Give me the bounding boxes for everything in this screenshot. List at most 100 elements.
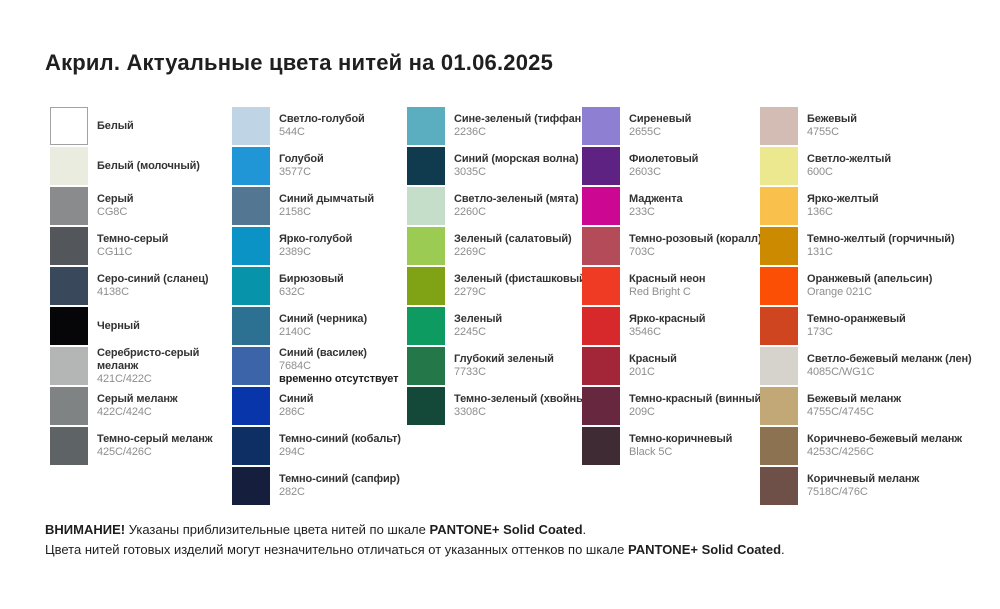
color-name: Серый [97,193,134,205]
pantone-code: 600C [807,166,833,178]
pantone-code: CG8C [97,206,128,218]
page-title: Акрил. Актуальные цвета нитей на 01.06.2… [45,50,554,75]
color-name: Ярко-голубой [279,233,353,245]
color-swatch [582,307,620,345]
color-label-block: Красный неон Red Bright C [629,273,781,299]
color-label-block: Ярко-голубой 2389C [279,233,413,259]
pantone-code: 422C/424C [97,406,152,418]
color-item: Красный неон Red Bright C [582,267,781,305]
color-label-block: Черный [97,320,219,333]
color-swatch [232,187,270,225]
color-label-block: Коричневый меланж 7518C/476C [807,473,1000,499]
pantone-code: 173C [807,326,833,338]
color-label-block: Синий (черника) 2140C [279,313,413,339]
color-item: Темно-розовый (коралл) 703C [582,227,781,265]
color-swatch [407,107,445,145]
color-name: Синий дымчатый [279,193,375,205]
color-name: Бежевый меланж [807,393,902,405]
color-item: Голубой 3577C [232,147,413,185]
color-label-block: Серо-синий (сланец) 4138C [97,273,219,299]
pantone-code: 2260C [454,206,486,218]
color-item: Бирюзовый 632C [232,267,413,305]
color-item: Темно-оранжевый 173C [760,307,1000,345]
pantone-label: PANTONE+ Solid Coated [628,542,782,557]
color-item: Темно-синий (кобальт) 294C [232,427,413,465]
color-item: Маджента 233C [582,187,781,225]
color-label-block: Темно-серый меланж 425C/426C [97,433,219,459]
color-item: Серый меланж 422C/424C [50,387,219,425]
color-item: Серый CG8C [50,187,219,225]
color-column-5: Бежевый 4755C Светло-желтый 600C Ярко-желтый… [760,107,1000,507]
color-item: Светло-зеленый (мята) 2260C [407,187,606,225]
color-swatch [760,187,798,225]
color-swatch [407,347,445,385]
color-name: Светло-бежевый меланж (лен) [807,353,972,365]
color-label-block: Фиолетовый 2603C [629,153,781,179]
color-column-2: Светло-голубой 544C Голубой 3577C Синий дымч… [232,107,413,507]
color-swatch [407,307,445,345]
color-item: Коричневый меланж 7518C/476C [760,467,1000,505]
color-column-4: Сиреневый 2655C Фиолетовый 2603C Маджента 233… [582,107,781,467]
color-item: Синий (черника) 2140C [232,307,413,345]
pantone-code: 7684C [279,359,311,372]
color-swatch [232,467,270,505]
color-swatch [50,147,88,185]
color-swatch [407,147,445,185]
color-label-block: Белый (молочный) [97,160,219,173]
pantone-code: 4253C/4256C [807,446,874,458]
pantone-code: 3546C [629,326,661,338]
color-swatch [232,387,270,425]
pantone-code: 7733C [454,366,486,378]
color-item: Зеленый (салатовый) 2269C [407,227,606,265]
color-name: Сине-зеленый (тиффани) [454,113,592,125]
color-name: Голубой [279,153,324,165]
color-label-block: Светло-бежевый меланж (лен) 4085C/WG1C [807,353,1000,379]
color-name: Глубокий зеленый [454,353,554,365]
color-name: Коричнево-бежевый меланж [807,433,962,445]
pantone-code: 209C [629,406,655,418]
pantone-code: Black 5C [629,446,673,458]
color-name: Темно-розовый (коралл) [629,233,762,245]
color-column-1: Белый Белый (молочный) Серый CG8C Темно-серы… [50,107,219,467]
color-label-block: Серебристо-серый меланж 421C/422C [97,347,219,386]
color-item: Синий (морская волна) 3035C [407,147,606,185]
color-item: Серо-синий (сланец) 4138C [50,267,219,305]
pantone-code: 282C [279,486,305,498]
color-name: Синий (черника) [279,313,368,325]
footer-text: . [582,522,587,537]
color-name: Зеленый [454,313,503,325]
color-item: Синий (василек) 7684C временно отсутствует [232,347,413,385]
color-item: Темно-серый меланж 425C/426C [50,427,219,465]
color-name: Синий (морская волна) [454,153,579,165]
pantone-code: 233C [629,206,655,218]
color-swatch [760,147,798,185]
color-swatch [760,387,798,425]
color-name: Красный [629,353,677,365]
pantone-code: 3035C [454,166,486,178]
pantone-code: 4085C/WG1C [807,366,875,378]
color-item: Белый [50,107,219,145]
color-label-block: Синий (василек) 7684C временно отсутствует [279,347,413,386]
color-item: Сиреневый 2655C [582,107,781,145]
pantone-code: 2279C [454,286,486,298]
color-name: Светло-желтый [807,153,892,165]
color-item: Фиолетовый 2603C [582,147,781,185]
color-item: Ярко-желтый 136C [760,187,1000,225]
color-item: Темно-коричневый Black 5C [582,427,781,465]
pantone-code: 136C [807,206,833,218]
color-swatch [582,267,620,305]
color-item: Черный [50,307,219,345]
color-swatch [232,227,270,265]
color-label-block: Синий (морская волна) 3035C [454,153,606,179]
color-name: Белый [97,119,134,132]
color-swatch [232,307,270,345]
pantone-code: 425C/426C [97,446,152,458]
color-label-block: Темно-розовый (коралл) 703C [629,233,781,259]
color-name: Синий (василек) [279,346,367,359]
color-swatch [232,267,270,305]
color-name: Темно-серый меланж [97,433,213,445]
color-label-block: Светло-желтый 600C [807,153,1000,179]
color-item: Глубокий зеленый 7733C [407,347,606,385]
color-name: Темно-красный (винный) [629,393,765,405]
